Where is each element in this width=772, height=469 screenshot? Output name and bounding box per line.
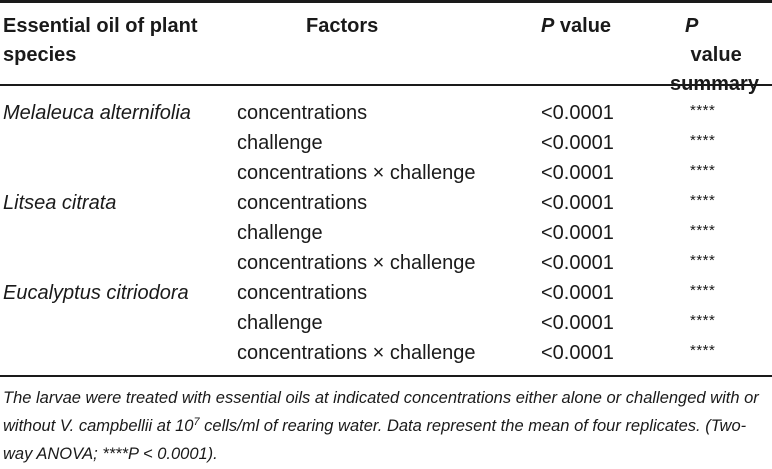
header-pvalue-p: P (541, 15, 555, 37)
cell-factor: challenge (237, 222, 323, 244)
cell-summary: **** (690, 102, 716, 119)
table-row: concentrations × challenge <0.0001 **** (0, 338, 772, 368)
table-row: challenge <0.0001 **** (0, 128, 772, 158)
cell-summary: **** (690, 132, 716, 149)
table-bottom-rule (0, 375, 772, 377)
header-summary-line1: P value (665, 12, 769, 70)
table-row: Melaleuca alternifolia concentrations <0.0… (0, 98, 772, 128)
header-summary-rest: value (685, 44, 742, 66)
cell-pvalue: <0.0001 (541, 162, 614, 184)
header-factors: Factors (306, 15, 379, 37)
footnote-part1: The larvae were treated with essential o… (3, 389, 759, 435)
footnote-superscript: 7 (193, 416, 200, 428)
cell-species: Eucalyptus citriodora (3, 282, 189, 304)
cell-pvalue: <0.0001 (541, 222, 614, 244)
table-header: Essential oil of plant species Factors P… (0, 3, 772, 95)
table-header-rule (0, 84, 772, 86)
header-pvalue-rest: value (554, 15, 612, 37)
cell-summary: **** (690, 312, 716, 329)
cell-factor: concentrations (237, 102, 368, 124)
table-footnote: The larvae were treated with essential o… (3, 384, 771, 468)
table-row: challenge <0.0001 **** (0, 218, 772, 248)
header-summary-p: P (685, 15, 699, 37)
header-species-line1: Essential oil of plant (3, 15, 198, 37)
table-top-rule (0, 0, 772, 3)
cell-pvalue: <0.0001 (541, 282, 614, 304)
cell-pvalue: <0.0001 (541, 102, 614, 124)
cell-summary: **** (690, 162, 716, 179)
cell-species: Melaleuca alternifolia (3, 102, 191, 124)
table-row: Eucalyptus citriodora concentrations <0.00… (0, 278, 772, 308)
table-row: Litsea citrata concentrations <0.0001 **** (0, 188, 772, 218)
table-row: concentrations × challenge <0.0001 **** (0, 248, 772, 278)
cell-pvalue: <0.0001 (541, 192, 614, 214)
cell-species: Litsea citrata (3, 192, 117, 214)
cell-summary: **** (690, 282, 716, 299)
cell-factor: concentrations (237, 192, 368, 214)
cell-factor: challenge (237, 312, 323, 334)
cell-pvalue: <0.0001 (541, 312, 614, 334)
table-row: challenge <0.0001 **** (0, 308, 772, 338)
header-pvalue: P value (541, 12, 611, 41)
header-species: Essential oil of plant species (3, 12, 223, 70)
cell-factor: challenge (237, 132, 323, 154)
cell-pvalue: <0.0001 (541, 252, 614, 274)
footnote-part2: cells/ml of rearing water. Data represen… (3, 417, 747, 463)
cell-pvalue: <0.0001 (541, 132, 614, 154)
cell-factor: concentrations × challenge (237, 162, 476, 184)
cell-pvalue: <0.0001 (541, 342, 614, 364)
cell-summary: **** (690, 222, 716, 239)
header-species-line2: species (3, 44, 77, 66)
cell-factor: concentrations × challenge (237, 342, 476, 364)
cell-factor: concentrations (237, 282, 368, 304)
table-row: concentrations × challenge <0.0001 **** (0, 158, 772, 188)
cell-factor: concentrations × challenge (237, 252, 476, 274)
cell-summary: **** (690, 192, 716, 209)
cell-summary: **** (690, 342, 716, 359)
cell-summary: **** (690, 252, 716, 269)
